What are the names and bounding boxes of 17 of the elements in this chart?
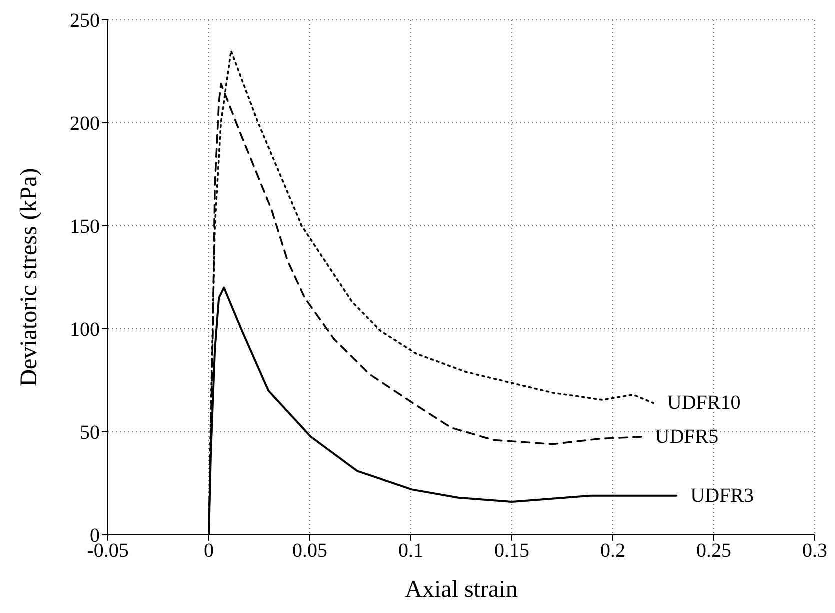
y-tick-label: 50 xyxy=(80,422,100,444)
series-label: UDFR3 xyxy=(690,484,754,507)
x-tick-label: 0.15 xyxy=(494,540,530,562)
y-tick-label: 200 xyxy=(70,113,100,136)
series-label: UDFR10 xyxy=(667,392,741,414)
y-axis-title: Deviatoric stress (kPa) xyxy=(16,168,43,387)
x-tick-label: 0 xyxy=(204,540,214,562)
y-tick-label: 250 xyxy=(70,10,100,32)
y-tick-label: 150 xyxy=(70,216,100,238)
x-tick-label: 0.3 xyxy=(802,540,828,562)
x-tick-label: 0.2 xyxy=(600,540,626,562)
series-label: UDFR5 xyxy=(655,426,719,448)
x-tick-label: 0.25 xyxy=(696,540,732,562)
x-tick-label: 0.1 xyxy=(398,540,424,562)
x-tick-label: 0.05 xyxy=(292,540,328,562)
y-tick-label: 100 xyxy=(70,319,100,342)
x-axis-title: Axial strain xyxy=(405,577,518,603)
